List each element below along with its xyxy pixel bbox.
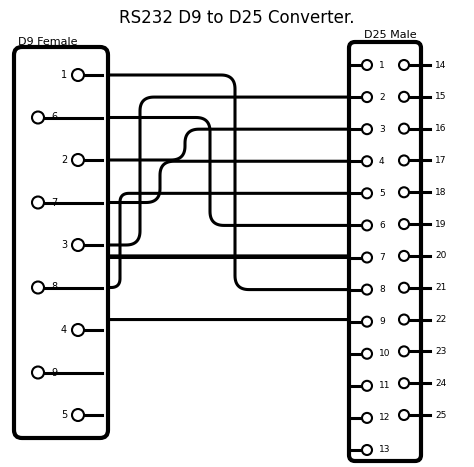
Text: 12: 12 xyxy=(379,413,391,423)
Text: 3: 3 xyxy=(379,125,385,134)
Circle shape xyxy=(362,253,372,262)
Text: 9: 9 xyxy=(51,368,57,377)
Circle shape xyxy=(362,220,372,230)
Text: 11: 11 xyxy=(379,382,391,390)
Text: 20: 20 xyxy=(435,251,447,261)
Circle shape xyxy=(72,324,84,336)
Text: D25 Male: D25 Male xyxy=(364,30,416,40)
Circle shape xyxy=(399,92,409,102)
Text: 4: 4 xyxy=(61,325,67,335)
Text: D9 Female: D9 Female xyxy=(18,37,78,47)
Circle shape xyxy=(72,239,84,251)
Circle shape xyxy=(32,282,44,293)
Text: 23: 23 xyxy=(435,347,447,356)
Text: 24: 24 xyxy=(435,379,446,388)
Text: 1: 1 xyxy=(379,61,385,70)
Circle shape xyxy=(399,410,409,420)
Circle shape xyxy=(399,187,409,197)
Text: 17: 17 xyxy=(435,156,447,165)
Text: 6: 6 xyxy=(51,113,57,122)
Circle shape xyxy=(362,156,372,166)
Text: 7: 7 xyxy=(51,198,57,207)
Circle shape xyxy=(32,112,44,123)
Circle shape xyxy=(399,124,409,134)
Text: 10: 10 xyxy=(379,349,391,358)
Circle shape xyxy=(399,283,409,293)
Circle shape xyxy=(362,349,372,359)
Text: 9: 9 xyxy=(379,317,385,326)
Text: 15: 15 xyxy=(435,92,447,101)
Circle shape xyxy=(72,154,84,166)
Text: 13: 13 xyxy=(379,446,391,454)
Circle shape xyxy=(399,60,409,70)
Text: 21: 21 xyxy=(435,283,447,292)
Text: 4: 4 xyxy=(379,157,384,166)
Circle shape xyxy=(362,124,372,134)
Text: 7: 7 xyxy=(379,253,385,262)
Text: 2: 2 xyxy=(61,155,67,165)
Text: 1: 1 xyxy=(61,70,67,80)
Circle shape xyxy=(399,219,409,229)
Circle shape xyxy=(399,347,409,356)
Circle shape xyxy=(362,445,372,455)
FancyBboxPatch shape xyxy=(14,47,108,438)
Circle shape xyxy=(399,156,409,165)
Text: 22: 22 xyxy=(435,315,446,324)
Circle shape xyxy=(362,188,372,198)
Text: RS232 D9 to D25 Converter.: RS232 D9 to D25 Converter. xyxy=(119,9,355,27)
Circle shape xyxy=(362,413,372,423)
Circle shape xyxy=(399,251,409,261)
Text: 8: 8 xyxy=(379,285,385,294)
Text: 25: 25 xyxy=(435,410,447,419)
Circle shape xyxy=(362,381,372,391)
Text: 3: 3 xyxy=(61,240,67,250)
Circle shape xyxy=(32,367,44,378)
Circle shape xyxy=(362,92,372,102)
Text: 16: 16 xyxy=(435,124,447,133)
Text: 19: 19 xyxy=(435,219,447,228)
Text: 2: 2 xyxy=(379,92,384,102)
Circle shape xyxy=(399,315,409,325)
Text: 6: 6 xyxy=(379,221,385,230)
Circle shape xyxy=(72,69,84,81)
Text: 18: 18 xyxy=(435,188,447,197)
Circle shape xyxy=(72,409,84,421)
Circle shape xyxy=(32,197,44,208)
Text: 8: 8 xyxy=(51,283,57,292)
Circle shape xyxy=(362,284,372,295)
Circle shape xyxy=(362,60,372,70)
Text: 5: 5 xyxy=(379,189,385,198)
Text: 5: 5 xyxy=(61,410,67,420)
FancyBboxPatch shape xyxy=(349,42,421,461)
Text: 14: 14 xyxy=(435,61,447,70)
Circle shape xyxy=(399,378,409,388)
Circle shape xyxy=(362,317,372,327)
